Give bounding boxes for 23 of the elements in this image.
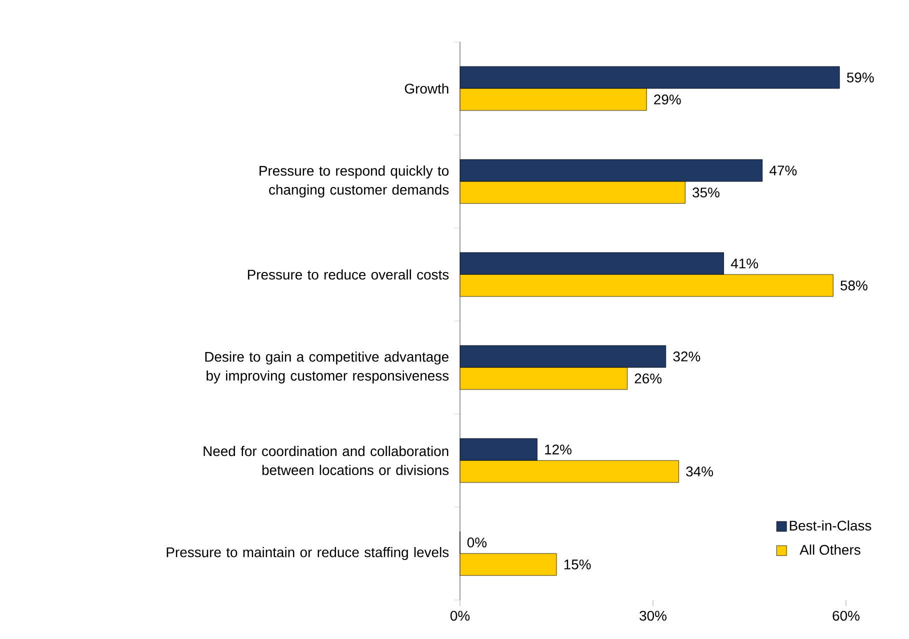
x-tick-label: 60% (832, 610, 860, 621)
data-label: 41% (730, 258, 758, 268)
data-label: 15% (564, 560, 591, 570)
data-label: 34% (686, 466, 713, 476)
data-label: 32% (673, 352, 700, 362)
x-tick-label: 0% (450, 610, 470, 621)
legend-label: Best-in-Class (790, 520, 872, 531)
data-label: 47% (770, 166, 797, 176)
data-label: 12% (545, 444, 572, 454)
y-tick-label: Pressure to maintain or reduce staffing levels (166, 546, 449, 560)
data-label: 26% (634, 374, 662, 384)
x-tick-label: 30% (640, 610, 666, 621)
data-label: 35% (692, 188, 720, 198)
y-tick-label: Need for coordination and collaboration between locations or divisions (204, 446, 449, 476)
data-label: 0% (467, 538, 487, 548)
data-label: 59% (846, 72, 874, 82)
y-tick-label: Pressure to respond quickly to changing customer demands (260, 166, 449, 198)
legend-label: All Others (800, 544, 860, 555)
y-tick-label: Pressure to reduce overall costs (248, 269, 449, 280)
data-label: 58% (840, 280, 868, 290)
y-tick-label: Desire to gain a competitive advantage by improving customer responsiveness (205, 352, 449, 384)
y-tick-label: Growth (404, 83, 448, 94)
data-label: 29% (654, 94, 681, 104)
